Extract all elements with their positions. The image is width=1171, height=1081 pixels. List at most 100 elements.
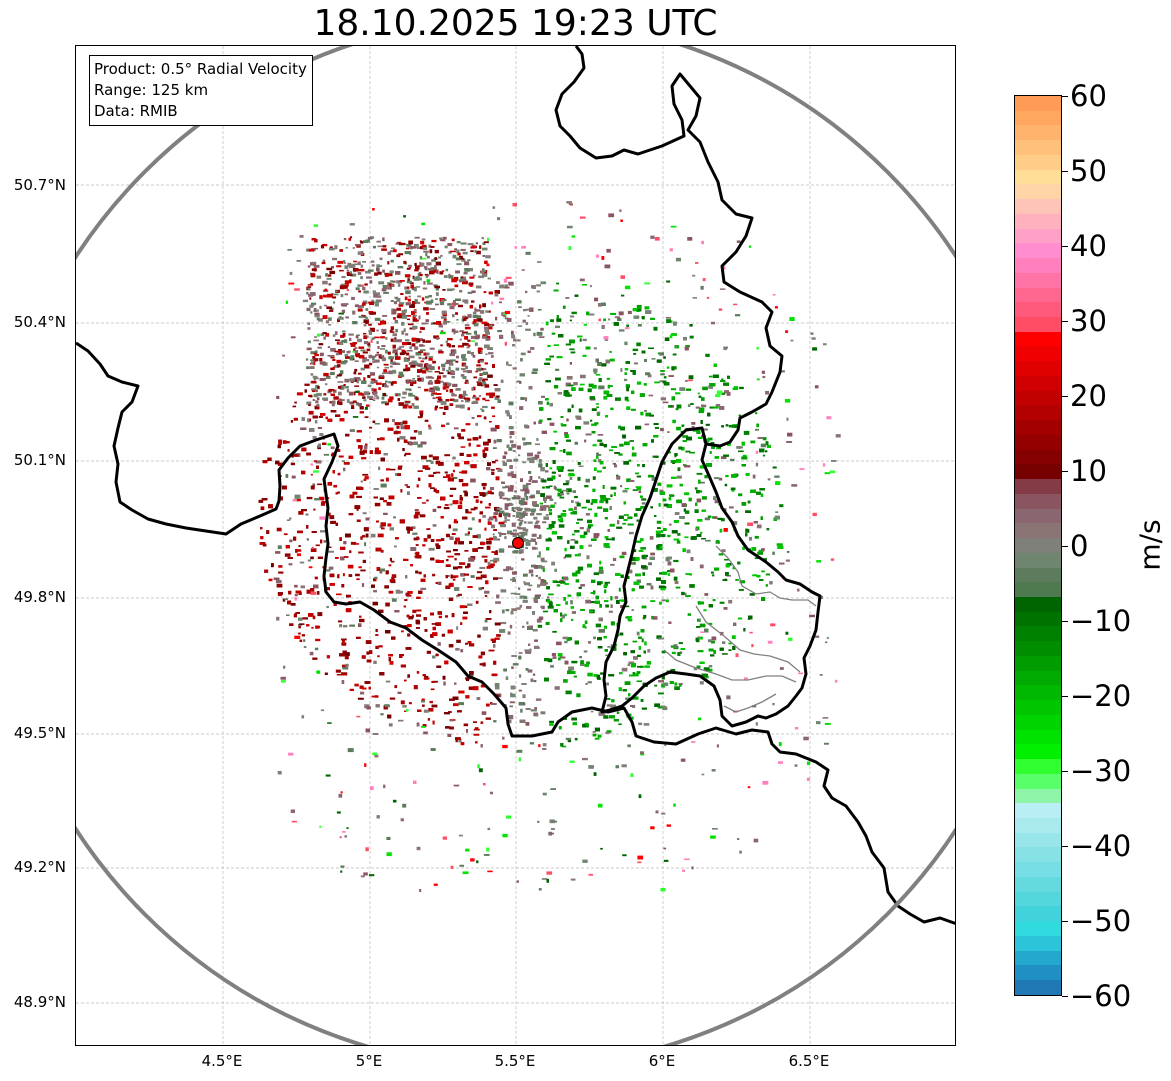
colorbar-segment [1015, 375, 1061, 391]
colorbar-segment [1015, 317, 1061, 332]
x-tick-label: 5°E [355, 1052, 383, 1070]
colorbar-segment [1015, 685, 1061, 701]
x-tick-label: 6.5°E [788, 1052, 830, 1070]
luxembourg-border [600, 426, 822, 728]
info-range: Range: 125 km [94, 81, 209, 99]
colorbar-segment [1015, 420, 1061, 435]
colorbar-segment [1015, 523, 1061, 539]
colorbar-segment [1015, 493, 1061, 509]
colorbar-unit-label: m/s [1133, 519, 1167, 571]
colorbar-segment [1015, 272, 1061, 288]
colorbar-segment [1015, 700, 1061, 715]
colorbar-segment [1015, 788, 1061, 804]
colorbar-tick-label: −50 [1070, 904, 1132, 938]
colorbar-segment [1015, 302, 1061, 318]
radar-map-canvas[interactable] [76, 46, 956, 1046]
colorbar-segment [1015, 199, 1061, 214]
colorbar-segment [1015, 641, 1061, 656]
region-boundaries [663, 545, 817, 713]
colorbar-segment [1015, 950, 1061, 966]
colorbar-segment [1015, 154, 1061, 170]
x-tick-label: 5.5°E [494, 1052, 536, 1070]
x-tick-label: 4.5°E [201, 1052, 243, 1070]
y-tick-label: 48.9°N [13, 993, 66, 1011]
colorbar-tick-label: 0 [1070, 529, 1089, 563]
colorbar-segment [1015, 611, 1061, 627]
colorbar-segment [1015, 346, 1061, 362]
velocity-colorbar [1014, 95, 1062, 996]
colorbar-segment [1015, 655, 1061, 671]
colorbar-tick-label: −60 [1070, 979, 1132, 1013]
colorbar-segment [1015, 832, 1061, 848]
colorbar-tick-label: 60 [1070, 79, 1107, 113]
colorbar-segment [1015, 508, 1061, 524]
colorbar-segment [1015, 538, 1061, 553]
y-tick-label: 49.5°N [13, 724, 66, 742]
colorbar-segment [1015, 847, 1061, 863]
colorbar-segment [1015, 405, 1061, 421]
y-tick-label: 50.7°N [13, 176, 66, 194]
colorbar-segment [1015, 626, 1061, 642]
colorbar-segment [1015, 228, 1061, 244]
colorbar-tick-label: 10 [1070, 454, 1107, 488]
colorbar-segment [1015, 464, 1061, 480]
colorbar-segment [1015, 390, 1061, 406]
colorbar-segment [1015, 140, 1061, 155]
y-tick-label: 50.1°N [13, 451, 66, 469]
colorbar-segment [1015, 714, 1061, 730]
info-product: Product: 0.5° Radial Velocity [94, 60, 307, 78]
y-tick-label: 50.4°N [13, 313, 66, 331]
colorbar-segment [1015, 552, 1061, 568]
colorbar-tick-label: −40 [1070, 829, 1132, 863]
country-borders [76, 46, 955, 925]
colorbar-segment [1015, 361, 1061, 376]
colorbar-segment [1015, 803, 1061, 818]
colorbar-tick-label: −30 [1070, 754, 1132, 788]
colorbar-segment [1015, 921, 1061, 936]
colorbar-segment [1015, 773, 1061, 789]
colorbar-segment [1015, 110, 1061, 126]
x-tick-label: 6°E [648, 1052, 676, 1070]
product-info-box: Product: 0.5° Radial Velocity Range: 125… [89, 55, 313, 126]
colorbar-segment [1015, 96, 1061, 111]
colorbar-segment [1015, 434, 1061, 450]
colorbar-segment [1015, 582, 1061, 597]
colorbar-segment [1015, 891, 1061, 907]
colorbar-segment [1015, 596, 1061, 612]
colorbar-segment [1015, 567, 1061, 583]
colorbar-segment [1015, 876, 1061, 892]
colorbar-segment [1015, 862, 1061, 877]
map-title: 18.10.2025 19:23 UTC [313, 3, 718, 44]
colorbar-tick-label: 50 [1070, 154, 1107, 188]
colorbar-segment [1015, 980, 1061, 995]
radar-site-marker[interactable] [512, 537, 524, 549]
colorbar-segment [1015, 331, 1061, 347]
colorbar-segment [1015, 744, 1061, 760]
colorbar-segment [1015, 243, 1061, 259]
colorbar-segment [1015, 965, 1061, 981]
colorbar-segment [1015, 670, 1061, 686]
colorbar-tick-label: 30 [1070, 304, 1107, 338]
velocity-echoes [258, 201, 841, 892]
colorbar-tick-label: −10 [1070, 604, 1132, 638]
belgium-france-border [76, 341, 955, 925]
colorbar-segment [1015, 213, 1061, 229]
colorbar-tick-label: 20 [1070, 379, 1107, 413]
colorbar-segment [1015, 759, 1061, 774]
colorbar-segment [1015, 817, 1061, 833]
info-data-source: Data: RMIB [94, 102, 178, 120]
colorbar-segment [1015, 258, 1061, 273]
radar-map-panel[interactable] [75, 45, 956, 1046]
belgium-germany-border [554, 46, 784, 448]
colorbar-segment [1015, 906, 1061, 922]
colorbar-tick-label: 40 [1070, 229, 1107, 263]
colorbar-segment [1015, 169, 1061, 185]
colorbar-segment [1015, 287, 1061, 303]
colorbar-segment [1015, 184, 1061, 200]
colorbar-segment [1015, 729, 1061, 745]
colorbar-segment [1015, 125, 1061, 141]
y-tick-label: 49.2°N [13, 858, 66, 876]
colorbar-segment [1015, 935, 1061, 951]
y-tick-label: 49.8°N [13, 588, 66, 606]
colorbar-tick-label: −20 [1070, 679, 1132, 713]
